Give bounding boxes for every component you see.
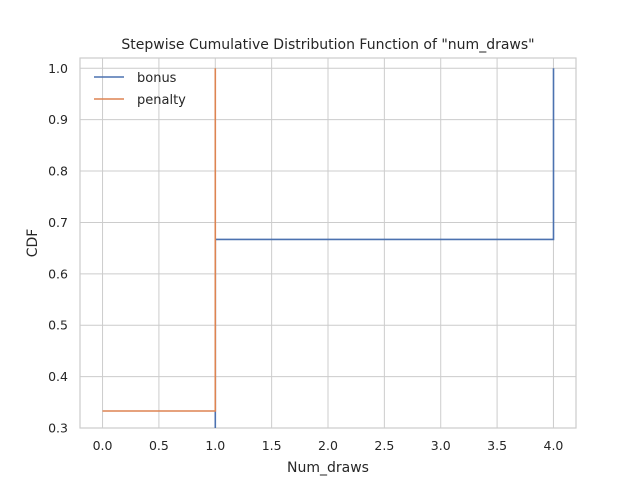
x-tick-label: 3.0 <box>431 438 451 453</box>
y-tick-label: 0.8 <box>48 164 68 179</box>
x-tick-label: 3.5 <box>487 438 507 453</box>
x-tick-label: 1.0 <box>205 438 225 453</box>
y-tick-label: 0.7 <box>48 215 68 230</box>
y-tick-label: 0.9 <box>48 112 68 127</box>
y-axis-ticks: 0.3 0.4 0.5 0.6 0.7 0.8 0.9 1.0 <box>48 61 68 436</box>
plot-frame <box>79 57 577 429</box>
series-layer <box>102 68 555 428</box>
x-axis-label: Num_draws <box>287 460 369 476</box>
legend-label-penalty: penalty <box>137 93 186 108</box>
series-line-penalty <box>102 68 217 412</box>
x-tick-label: 0.5 <box>149 438 169 453</box>
chart-title: Stepwise Cumulative Distribution Functio… <box>121 37 534 53</box>
legend: bonus penalty <box>94 71 186 108</box>
x-tick-label: 4.0 <box>544 438 564 453</box>
x-tick-label: 2.5 <box>374 438 394 453</box>
y-axis-label: CDF <box>25 229 41 258</box>
grid <box>80 58 576 429</box>
legend-label-bonus: bonus <box>137 71 177 86</box>
y-tick-label: 1.0 <box>48 61 68 76</box>
y-tick-label: 0.6 <box>48 266 68 281</box>
x-axis-ticks: 0.0 0.5 1.0 1.5 2.0 2.5 3.0 3.5 4.0 <box>93 438 564 453</box>
x-tick-label: 0.0 <box>93 438 113 453</box>
y-tick-label: 0.5 <box>48 318 68 333</box>
x-tick-label: 2.0 <box>318 438 338 453</box>
x-tick-label: 1.5 <box>262 438 282 453</box>
y-tick-label: 0.3 <box>48 421 68 436</box>
y-tick-label: 0.4 <box>48 369 68 384</box>
